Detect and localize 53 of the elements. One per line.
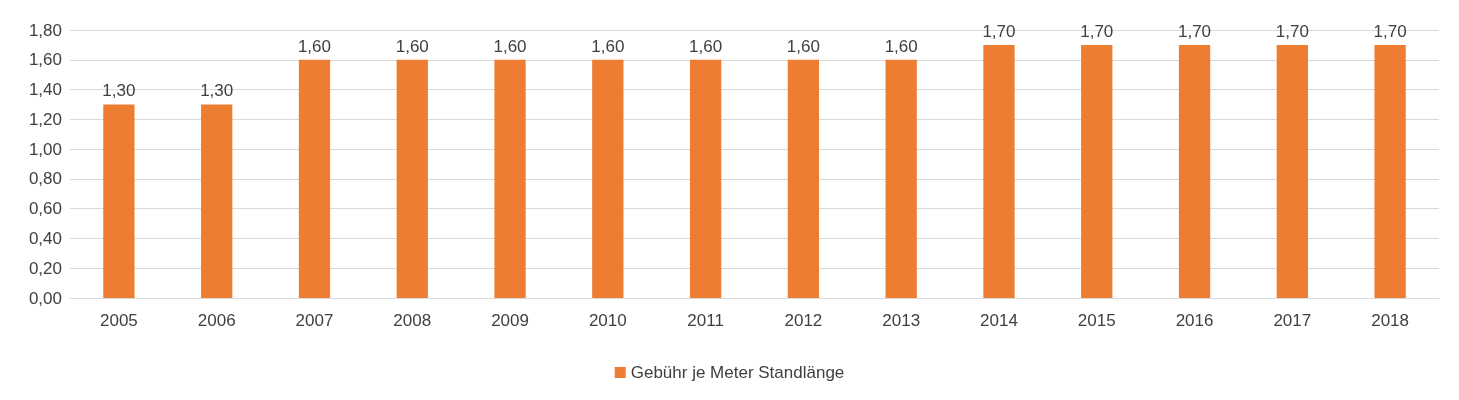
y-tick-label: 1,20 [28,109,62,129]
x-tick-label: 2015 [1077,311,1116,330]
y-tick-label: 1,40 [28,80,62,100]
y-tick-label: 1,60 [28,50,62,70]
bar [885,59,917,298]
x-tick-label: 2007 [295,311,334,330]
x-tick-label: 2011 [687,311,724,330]
y-tick-label: 1,80 [28,20,62,40]
data-label: 1,70 [1373,21,1407,41]
y-tick-label: 0,60 [28,199,62,219]
x-tick-label: 2017 [1273,311,1312,330]
x-tick-label: 2009 [491,311,529,330]
bar [592,59,624,298]
x-tick-label: 2008 [393,311,432,330]
bar [1276,44,1308,298]
x-tick-label: 2014 [980,311,1018,330]
data-label: 1,60 [297,36,332,56]
bar [689,59,722,298]
data-label: 1,70 [982,21,1016,41]
x-tick-label: 2006 [197,311,236,330]
y-tick-label: 1,00 [28,139,62,159]
data-label: 1,60 [884,36,918,56]
data-label: 1,60 [591,36,625,56]
y-tick-label: 0,80 [28,169,62,189]
x-tick-label: 2005 [99,311,138,330]
data-label: 1,60 [689,36,723,56]
data-label: 1,30 [102,81,136,101]
bar [1081,44,1113,298]
data-label: 1,60 [395,36,429,56]
y-tick-label: 0,20 [28,258,62,278]
data-label: 1,70 [1275,21,1309,41]
bar [1374,44,1406,298]
y-tick-label: 0,00 [28,288,62,308]
bar [1178,44,1211,298]
bar [787,59,820,298]
data-label: 1,70 [1080,21,1114,41]
bar [983,44,1015,298]
bar [103,104,135,298]
legend-label: Gebühr je Meter Standlänge [630,363,845,382]
bar [396,59,428,298]
bar [494,59,526,298]
x-tick-label: 2016 [1175,311,1214,330]
x-tick-label: 2018 [1371,311,1410,330]
y-tick-label: 0,40 [28,228,62,248]
x-tick-label: 2012 [784,311,823,330]
x-tick-label: 2010 [588,311,627,330]
x-tick-label: 2013 [882,311,921,330]
data-label: 1,30 [200,81,234,101]
data-label: 1,60 [493,36,527,56]
bar [298,59,331,298]
data-label: 1,60 [786,36,820,56]
data-label: 1,70 [1177,21,1212,41]
bar [201,104,233,298]
